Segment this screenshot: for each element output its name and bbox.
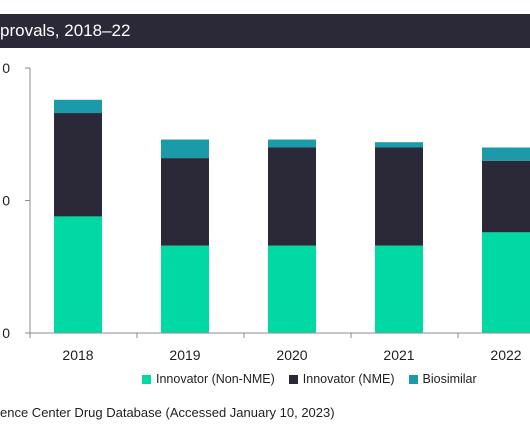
y-tick-label: 0 <box>2 60 10 76</box>
bar-segment-2019-1 <box>161 158 209 246</box>
legend-swatch-nme <box>288 374 298 384</box>
legend-label-nme: Innovator (NME) <box>302 372 395 386</box>
bar-segment-2018-0 <box>54 216 102 333</box>
bar-segment-2018-2 <box>54 99 102 114</box>
bar-segment-2020-2 <box>268 139 316 148</box>
x-tick-label-2018: 2018 <box>62 347 93 363</box>
legend-item-non-nme: Innovator (Non-NME) <box>142 372 275 386</box>
x-tick-label-2020: 2020 <box>276 347 307 363</box>
stacked-bar-chart: 0 0 0 2018 2019 2020 2021 2022 <box>2 60 530 363</box>
legend-item-biosimilar: Biosimilar <box>408 372 477 386</box>
x-axis: 2018 2019 2020 2021 2022 <box>29 332 530 363</box>
bar-segment-2021-0 <box>375 245 423 333</box>
bar-segment-2021-2 <box>375 142 423 148</box>
legend-swatch-non-nme <box>142 374 151 384</box>
bar-segment-2022-1 <box>482 160 530 233</box>
legend-label-non-nme: Innovator (Non-NME) <box>156 372 275 386</box>
x-tick-label-2019: 2019 <box>169 347 200 363</box>
legend-label-biosimilar: Biosimilar <box>422 372 477 386</box>
legend-item-nme: Innovator (NME) <box>288 372 395 386</box>
x-tick-label-2022: 2022 <box>490 347 521 363</box>
title-bar: provals, 2018–22 <box>0 14 530 48</box>
y-tick-label: 0 <box>2 193 10 209</box>
bar-segment-2021-1 <box>375 147 423 246</box>
bar-segment-2022-0 <box>482 232 530 333</box>
legend-swatch-biosimilar <box>408 374 418 384</box>
bars <box>54 99 530 333</box>
bar-segment-2020-1 <box>268 147 316 246</box>
bar-segment-2022-2 <box>482 147 530 161</box>
bar-segment-2019-0 <box>161 245 209 333</box>
chart-title: provals, 2018–22 <box>0 21 131 40</box>
y-tick-label: 0 <box>2 325 10 341</box>
bar-segment-2020-0 <box>268 245 316 333</box>
y-axis: 0 0 0 <box>2 60 31 341</box>
source-note: ence Center Drug Database (Accessed Janu… <box>0 405 335 420</box>
bar-segment-2018-1 <box>54 113 102 217</box>
bar-segment-2019-2 <box>161 139 209 159</box>
legend: Innovator (Non-NME) Innovator (NME) Bios… <box>142 371 477 387</box>
x-tick-label-2021: 2021 <box>383 347 414 363</box>
